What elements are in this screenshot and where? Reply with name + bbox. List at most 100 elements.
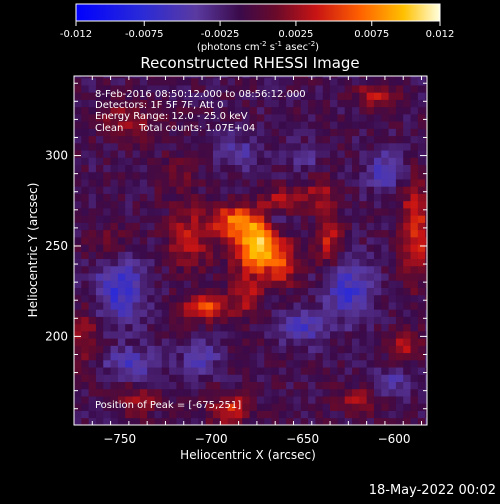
image-pixel [322, 244, 331, 252]
image-pixel [330, 403, 338, 411]
image-pixel [256, 323, 265, 332]
image-pixel [205, 99, 214, 108]
image-pixel [330, 77, 338, 86]
image-pixel [132, 316, 141, 325]
image-pixel [88, 208, 97, 216]
image-pixel [359, 236, 368, 245]
image-pixel [410, 135, 419, 144]
image-pixel [322, 258, 331, 267]
image-pixel [169, 128, 177, 137]
image-pixel [330, 85, 338, 93]
image-pixel [322, 251, 331, 260]
image-pixel [330, 309, 338, 317]
image-pixel [88, 338, 97, 346]
image-pixel [278, 374, 287, 382]
image-pixel [242, 244, 250, 252]
image-pixel [198, 410, 207, 419]
image-pixel [381, 113, 389, 122]
image-pixel [264, 352, 272, 361]
image-pixel [220, 200, 229, 209]
image-pixel [154, 186, 163, 194]
image-pixel [425, 381, 428, 390]
image-pixel [249, 316, 258, 325]
image-pixel [220, 222, 229, 231]
image-pixel [366, 85, 375, 93]
image-pixel [227, 135, 236, 144]
image-pixel [227, 287, 236, 296]
image-pixel [256, 410, 265, 419]
image-pixel [410, 330, 419, 339]
image-pixel [125, 92, 133, 100]
image-pixel [103, 171, 111, 180]
image-pixel [373, 236, 382, 245]
image-pixel [183, 273, 192, 281]
image-pixel [425, 280, 428, 288]
image-pixel [183, 171, 192, 180]
image-pixel [234, 222, 243, 231]
image-pixel [315, 236, 324, 245]
algorithm-text: Clean [95, 123, 123, 134]
image-pixel [169, 121, 177, 129]
image-pixel [352, 367, 360, 375]
image-pixel [373, 338, 382, 346]
image-pixel [381, 345, 389, 354]
image-pixel [322, 410, 331, 419]
image-pixel [74, 309, 82, 317]
image-pixel [425, 179, 428, 187]
image-pixel [395, 258, 404, 267]
image-pixel [125, 294, 133, 303]
image-pixel [359, 99, 368, 108]
image-pixel [410, 388, 419, 397]
image-pixel [410, 367, 419, 375]
image-pixel [388, 294, 397, 303]
image-pixel [278, 208, 287, 216]
image-pixel [242, 381, 250, 390]
image-pixel [330, 135, 338, 144]
image-pixel [373, 330, 382, 339]
image-pixel [81, 236, 90, 245]
image-pixel [359, 150, 368, 158]
image-pixel [161, 128, 170, 137]
image-pixel [278, 236, 287, 245]
image-pixel [154, 251, 163, 260]
image-pixel [103, 135, 111, 144]
image-pixel [308, 128, 316, 137]
image-pixel [381, 85, 389, 93]
image-pixel [322, 280, 331, 288]
image-pixel [169, 142, 177, 151]
image-pixel [161, 135, 170, 144]
image-pixel [205, 316, 214, 325]
image-pixel [74, 352, 82, 361]
image-pixel [417, 121, 426, 129]
image-pixel [344, 113, 353, 122]
image-pixel [198, 106, 207, 115]
y-tick-label: 250 [45, 239, 68, 253]
image-pixel [256, 179, 265, 187]
image-pixel [249, 85, 258, 93]
image-pixel [117, 229, 126, 238]
image-pixel [139, 323, 148, 332]
image-pixel [161, 208, 170, 216]
total-counts-text: Total counts: 1.07E+04 [138, 123, 255, 134]
image-pixel [110, 316, 119, 325]
image-pixel [410, 142, 419, 151]
image-pixel [417, 302, 426, 310]
image-pixel [344, 164, 353, 173]
image-pixel [74, 330, 82, 339]
image-pixel [74, 92, 82, 100]
image-pixel [125, 142, 133, 151]
image-pixel [117, 157, 126, 165]
image-pixel [242, 186, 250, 194]
image-pixel [132, 164, 141, 173]
image-pixel [103, 186, 111, 194]
image-pixel [373, 121, 382, 129]
image-pixel [110, 273, 119, 281]
image-pixel [227, 388, 236, 397]
image-pixel [191, 338, 199, 346]
image-pixel [249, 381, 258, 390]
image-pixel [344, 309, 353, 317]
image-pixel [381, 309, 389, 317]
image-pixel [366, 244, 375, 252]
image-pixel [147, 171, 155, 180]
image-pixel [395, 273, 404, 281]
